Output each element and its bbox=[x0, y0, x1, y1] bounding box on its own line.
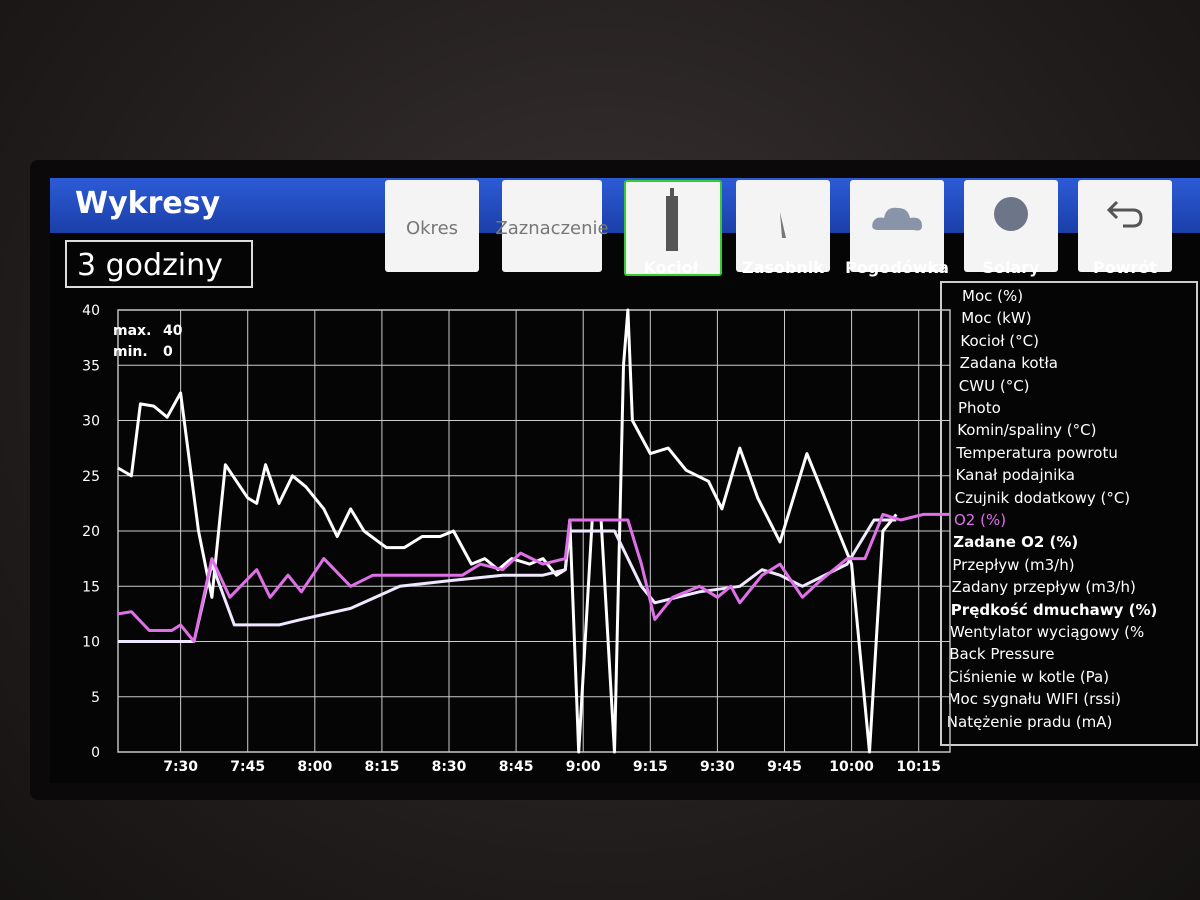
x-tick-label: 9:30 bbox=[700, 759, 735, 775]
icon bbox=[666, 188, 678, 251]
y-tick-label: 10 bbox=[82, 635, 100, 651]
channel-item[interactable]: Przepływ (m3/h) bbox=[952, 555, 1075, 574]
y-tick-label: 25 bbox=[82, 469, 100, 485]
button-label: Powrót bbox=[1092, 258, 1158, 277]
channel-item[interactable]: Komin/spaliny (°C) bbox=[957, 421, 1097, 440]
channel-item[interactable]: Moc sygnału WIFI (rssi) bbox=[947, 690, 1121, 709]
series-line bbox=[117, 308, 898, 754]
y-tick-label: 20 bbox=[82, 524, 100, 540]
channel-item[interactable]: Prędkość dmuchawy (%) bbox=[950, 600, 1158, 619]
button[interactable]: Okres bbox=[385, 180, 479, 276]
x-tick-label: 9:00 bbox=[566, 759, 601, 775]
channel-item[interactable]: Zadana kotła bbox=[959, 354, 1058, 373]
x-tick-label: 8:00 bbox=[297, 759, 332, 775]
icon bbox=[780, 212, 786, 238]
button-label: Okres bbox=[405, 218, 459, 239]
annotation-value: 0 bbox=[163, 344, 173, 360]
annotation-value: 40 bbox=[163, 323, 183, 339]
button-label: Zaznaczenie bbox=[495, 218, 609, 239]
x-tick-label: 9:45 bbox=[767, 759, 802, 775]
button[interactable]: Solary bbox=[964, 180, 1058, 277]
annotation-label: max. bbox=[113, 323, 151, 339]
channel-item[interactable]: O2 (%) bbox=[954, 511, 1007, 529]
button[interactable]: Pogodówka bbox=[845, 180, 949, 277]
channel-list: Moc (%) Moc (kW) Kocioł (°C) Zadana kotła CW… bbox=[940, 281, 1198, 746]
x-tick-label: 8:15 bbox=[364, 759, 399, 775]
channel-item[interactable]: Photo bbox=[958, 399, 1001, 417]
y-tick-label: 5 bbox=[91, 690, 100, 706]
button-label: Solary bbox=[982, 258, 1040, 277]
channel-item[interactable]: Czujnik dodatkowy (°C) bbox=[954, 488, 1131, 507]
channel-item[interactable]: Temperatura powrotu bbox=[956, 443, 1118, 462]
screen: Wykresy 3 godziny Okres Zaznaczenie Koci… bbox=[50, 178, 1200, 783]
y-tick-label: 15 bbox=[82, 579, 100, 595]
channel-item[interactable]: Kanał podajnika bbox=[955, 466, 1075, 485]
channel-item[interactable]: Moc (kW) bbox=[961, 309, 1032, 328]
x-tick-label: 8:45 bbox=[499, 759, 534, 775]
icon bbox=[994, 197, 1028, 231]
annotation-label: min. bbox=[113, 344, 148, 360]
y-tick-label: 30 bbox=[82, 414, 100, 430]
y-tick-label: 40 bbox=[82, 303, 100, 319]
channel-item[interactable]: Kocioł (°C) bbox=[960, 331, 1039, 350]
y-tick-label: 35 bbox=[82, 358, 100, 374]
button[interactable]: Zasobnik bbox=[736, 180, 830, 277]
channel-item[interactable]: CWU (°C) bbox=[958, 376, 1030, 395]
channel-item[interactable]: Zadane O2 (%) bbox=[953, 533, 1079, 552]
series-line bbox=[117, 512, 950, 643]
x-tick-label: 8:30 bbox=[432, 759, 467, 775]
x-tick-label: 9:15 bbox=[633, 759, 668, 775]
channel-item[interactable]: Ciśnienie w kotle (Pa) bbox=[948, 667, 1110, 686]
title: Wykresy bbox=[75, 186, 221, 221]
button[interactable]: Kocioł bbox=[624, 180, 722, 277]
button-label: Zasobnik bbox=[742, 258, 824, 277]
icon bbox=[872, 207, 922, 231]
button-label: Kocioł bbox=[643, 258, 699, 277]
x-tick-label: 7:45 bbox=[230, 759, 265, 775]
channel-item[interactable]: Moc (%) bbox=[962, 287, 1024, 305]
button[interactable]: Powrót bbox=[1078, 180, 1172, 277]
period-selector[interactable]: 3 godziny bbox=[65, 240, 253, 288]
y-tick-label: 0 bbox=[91, 745, 100, 761]
icon bbox=[1106, 200, 1143, 228]
channel-item[interactable]: Wentylator wyciągowy (% bbox=[950, 623, 1145, 641]
x-tick-label: 7:30 bbox=[163, 759, 198, 775]
channel-item[interactable]: Zadany przepływ (m3/h) bbox=[951, 578, 1136, 597]
button[interactable]: Zaznaczenie bbox=[495, 180, 609, 276]
x-tick-label: 10:15 bbox=[896, 759, 941, 775]
channel-item[interactable]: Back Pressure bbox=[949, 645, 1055, 664]
button-label: Pogodówka bbox=[845, 258, 949, 277]
channel-item[interactable]: Natężenie pradu (mA) bbox=[946, 712, 1113, 731]
x-tick-label: 10:00 bbox=[829, 759, 874, 775]
